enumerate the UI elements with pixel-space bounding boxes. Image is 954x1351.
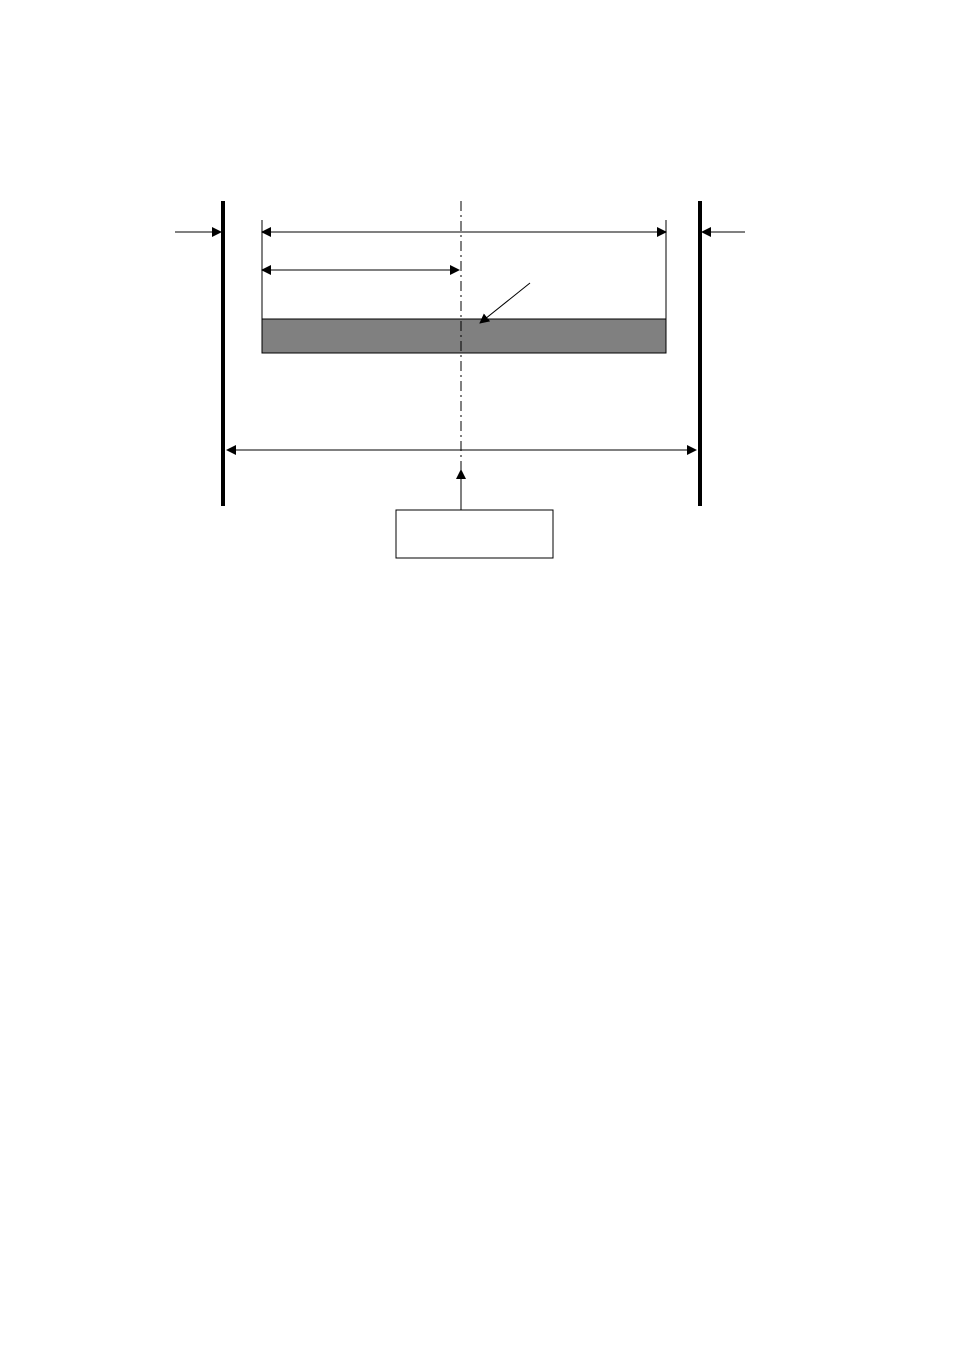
page [0, 0, 954, 1351]
leader-to-beam [480, 283, 530, 323]
label-box-rect [396, 510, 553, 558]
diagram-svg [0, 0, 954, 1351]
beam-rect [262, 319, 666, 353]
